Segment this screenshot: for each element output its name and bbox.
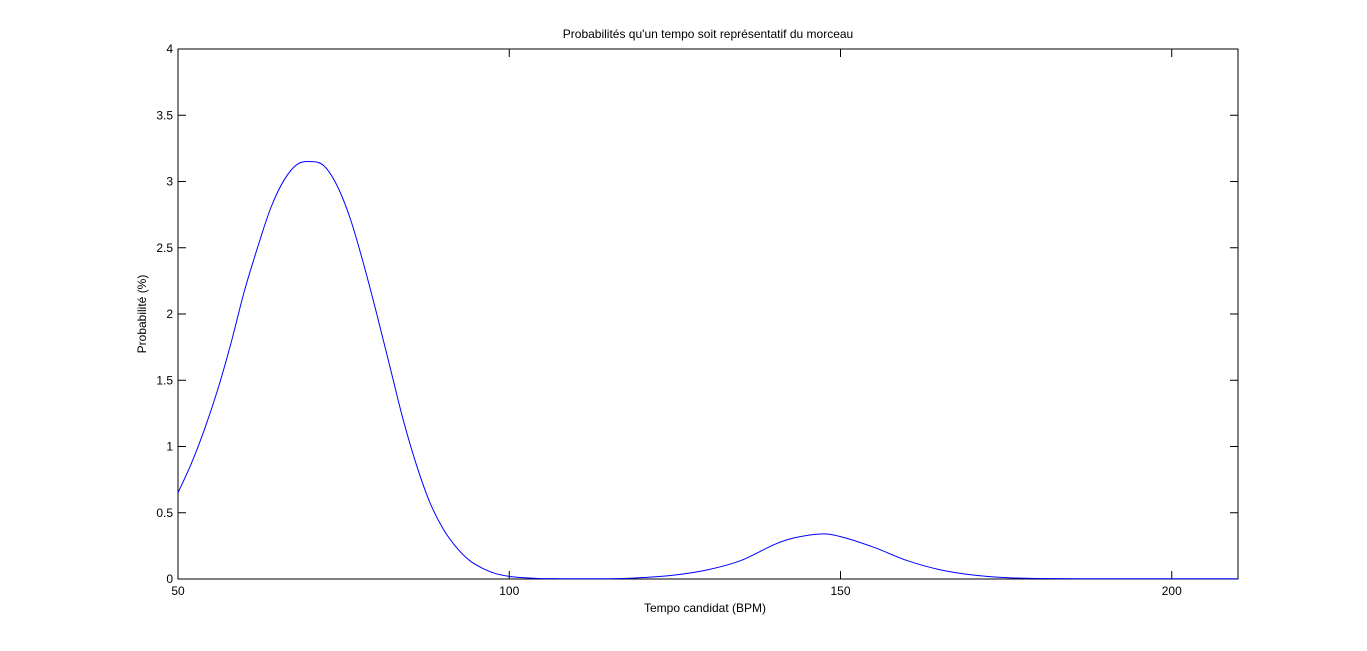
- y-axis-ticks: 0 0.5 1 1.5 2 2.5 3 3.5 4: [156, 42, 1238, 586]
- y-tick-label: 0.5: [156, 506, 173, 520]
- y-tick-label: 2: [166, 307, 173, 321]
- series-line: [177, 161, 1238, 580]
- x-tick-label: 200: [1162, 584, 1182, 598]
- y-tick-label: 3.5: [156, 108, 173, 122]
- y-tick-label: 4: [166, 42, 173, 56]
- y-tick-label: 3: [166, 175, 173, 189]
- y-tick-label: 2.5: [156, 241, 173, 255]
- x-tick-label: 100: [499, 584, 519, 598]
- y-axis-label: Probabilité (%): [135, 275, 149, 354]
- x-axis-ticks: 50 100 150 200: [171, 49, 1182, 598]
- x-tick-label: 50: [171, 584, 185, 598]
- chart-title: Probabilités qu'un tempo soit représenta…: [563, 27, 853, 41]
- axes-box: [177, 48, 1239, 580]
- x-tick-label: 150: [830, 584, 850, 598]
- y-tick-label: 1.5: [156, 373, 173, 387]
- plot-area: 50 100 150 200 0 0.5 1 1.5 2 2.5 3 3.5 4: [156, 42, 1239, 598]
- y-tick-label: 0: [166, 572, 173, 586]
- series-layer: [177, 161, 1238, 580]
- x-axis-label: Tempo candidat (BPM): [644, 601, 766, 615]
- y-tick-label: 1: [166, 440, 173, 454]
